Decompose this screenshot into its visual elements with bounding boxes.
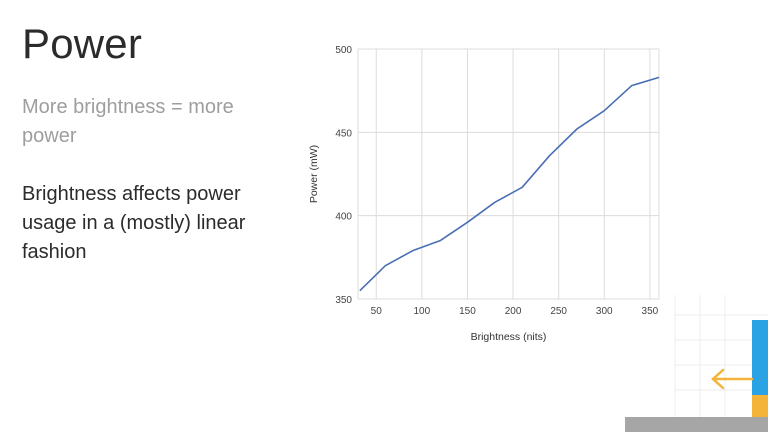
x-tick-label: 300 bbox=[596, 306, 613, 317]
slide-subtitle: More brightness = more power bbox=[22, 96, 234, 147]
arrow-left-icon bbox=[711, 368, 754, 390]
y-axis-label: Power (mW) bbox=[308, 145, 320, 203]
decorative-gray-strip bbox=[625, 417, 768, 432]
y-tick-label: 450 bbox=[335, 128, 352, 139]
series-line bbox=[359, 76, 660, 292]
x-tick-label: 50 bbox=[371, 306, 383, 317]
x-axis-label: Brightness (nits) bbox=[471, 331, 547, 343]
slide-body-text: Brightness affects power usage in a (mos… bbox=[22, 183, 246, 263]
x-tick-label: 350 bbox=[642, 306, 659, 317]
decorative-yellow-bar bbox=[752, 395, 768, 417]
y-tick-label: 500 bbox=[335, 45, 352, 56]
x-tick-label: 100 bbox=[414, 306, 431, 317]
power-vs-brightness-chart: 350 400 450 500 50 100 150 200 250 300 350 Brightne… bbox=[308, 45, 660, 343]
decorative-grid bbox=[674, 295, 768, 432]
y-tick-label: 350 bbox=[335, 295, 352, 306]
x-tick-label: 150 bbox=[459, 306, 476, 317]
y-tick-label: 400 bbox=[335, 212, 352, 223]
decorative-corner-graphic bbox=[625, 295, 768, 432]
x-tick-label: 200 bbox=[505, 306, 522, 317]
x-tick-label: 250 bbox=[550, 306, 567, 317]
slide-title: Power bbox=[22, 20, 143, 67]
decorative-blue-bar bbox=[752, 320, 768, 395]
